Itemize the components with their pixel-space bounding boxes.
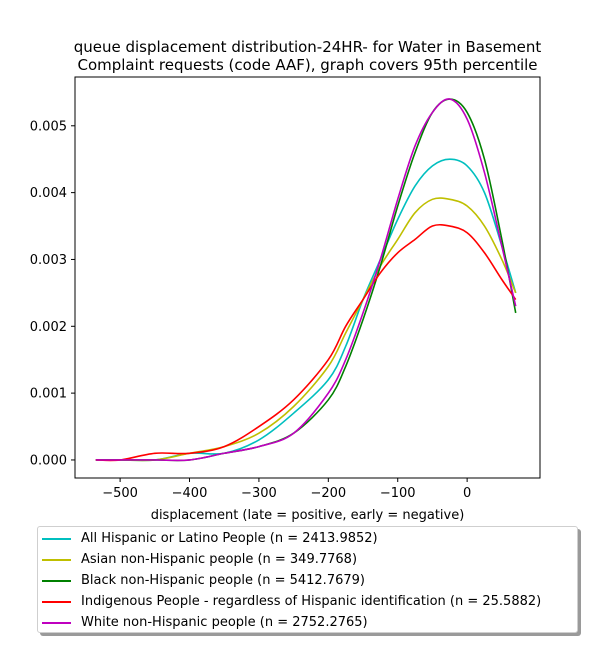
series-line-5 <box>95 98 517 462</box>
chart-title: queue displacement distribution-24HR- fo… <box>74 38 542 74</box>
x-tick-label: −100 <box>380 486 416 501</box>
chart-title-line-2: Complaint requests (code AAF), graph cov… <box>77 56 537 74</box>
chart-title-line-1: queue displacement distribution-24HR- fo… <box>74 38 542 56</box>
legend-swatch <box>42 558 71 561</box>
legend-swatch <box>42 579 71 582</box>
y-tick-label: 0.000 <box>30 453 67 468</box>
legend-item: Black non-Hispanic people (n = 5412.7679… <box>42 570 577 591</box>
y-tick-label: 0.003 <box>30 253 67 268</box>
y-tick-label: 0.001 <box>30 387 67 402</box>
series-line-4 <box>95 223 517 462</box>
legend-swatch <box>42 621 71 624</box>
legend-item: Asian non-Hispanic people (n = 349.7768) <box>42 549 577 570</box>
series-line-1 <box>95 158 517 462</box>
y-tick-label: 0.004 <box>30 186 67 201</box>
x-tick-label: 0 <box>463 486 471 501</box>
x-tick-label: −400 <box>172 486 208 501</box>
axes-frame <box>74 76 541 479</box>
x-tick-label: −500 <box>102 486 138 501</box>
legend-label: Black non-Hispanic people (n = 5412.7679… <box>81 573 365 588</box>
legend-label: White non-Hispanic people (n = 2752.2765… <box>81 615 368 630</box>
legend-label: Indigenous People - regardless of Hispan… <box>81 594 542 609</box>
legend-item: Indigenous People - regardless of Hispan… <box>42 591 577 612</box>
legend-item: White non-Hispanic people (n = 2752.2765… <box>42 612 577 633</box>
legend-swatch <box>42 600 71 603</box>
series-line-3 <box>95 98 517 462</box>
legend-label: Asian non-Hispanic people (n = 349.7768) <box>81 552 358 567</box>
y-tick-label: 0.005 <box>30 119 67 134</box>
legend-item: All Hispanic or Latino People (n = 2413.… <box>42 528 577 549</box>
x-axis-ticks: −500 −400 −300 −200 −100 0 <box>102 478 471 501</box>
legend-swatch <box>42 537 71 540</box>
x-tick-label: −200 <box>310 486 346 501</box>
x-axis-label: displacement (late = positive, early = n… <box>151 508 465 523</box>
y-axis-ticks: 0.000 0.001 0.002 0.003 0.004 0.005 <box>30 119 75 468</box>
legend-label: All Hispanic or Latino People (n = 2413.… <box>81 531 378 546</box>
x-tick-label: −300 <box>241 486 277 501</box>
y-tick-label: 0.002 <box>30 320 67 335</box>
legend: All Hispanic or Latino People (n = 2413.… <box>37 526 578 633</box>
plot-lines <box>95 98 517 462</box>
